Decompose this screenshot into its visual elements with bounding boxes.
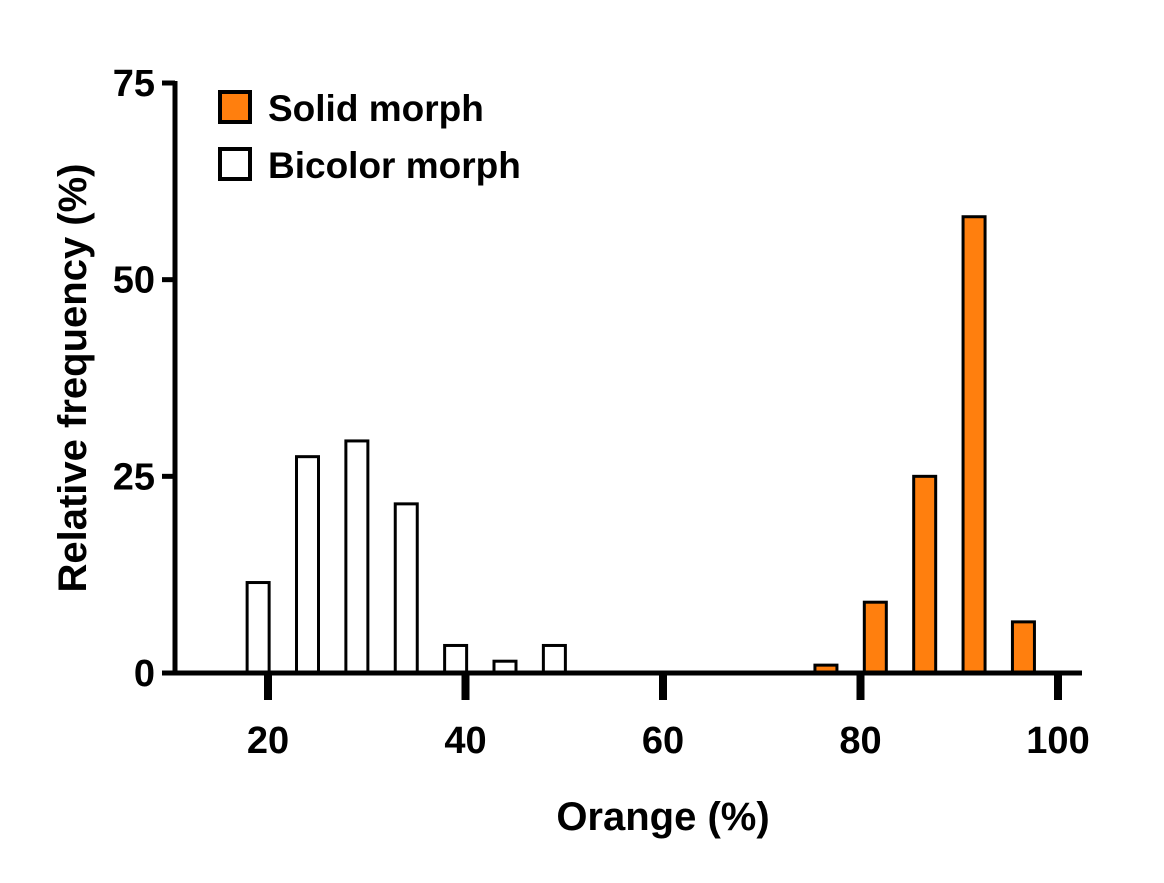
y-axis-title: Relative frequency (%) [51,163,95,592]
solid-bar [862,600,888,675]
legend-item-bicolor: Bicolor morph [218,145,521,186]
legend-label-solid: Solid morph [268,88,484,129]
bicolor-bar [245,581,271,675]
bicolor-bar [344,439,370,675]
solid-bar [1010,620,1036,675]
y-tick-label: 25 [113,456,155,498]
solid-bar [912,474,938,675]
y-tick-label: 50 [113,260,155,302]
legend-swatch-solid [218,90,252,124]
x-tick-label: 40 [444,720,486,762]
x-axis: 20 40 60 80 100 [173,670,1090,762]
legend-swatch-bicolor [218,147,252,181]
x-axis-title: Orange (%) [556,795,769,839]
x-tick-label: 20 [247,720,289,762]
legend-label-bicolor: Bicolor morph [268,145,521,186]
bicolor-bar [393,502,419,675]
bicolor-bar [541,643,567,675]
bicolor-bar [295,455,320,675]
bars-layer [245,215,1036,675]
y-tick-label: 0 [134,653,155,695]
legend: Solid morph Bicolor morph [218,88,521,186]
x-tick-label: 80 [839,720,881,762]
y-axis: 0 25 50 75 [113,63,178,695]
y-tick-label: 75 [113,63,155,105]
x-tick-label: 60 [642,720,684,762]
x-tick-label: 100 [1026,720,1089,762]
legend-item-solid: Solid morph [218,88,484,129]
bicolor-bar [443,643,469,675]
solid-bar [961,215,987,675]
